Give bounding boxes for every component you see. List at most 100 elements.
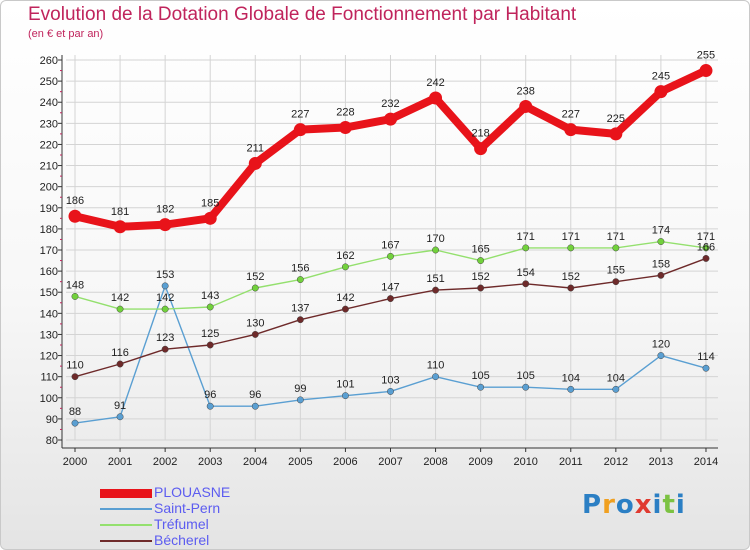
data-label: 130 xyxy=(246,317,264,329)
data-point xyxy=(387,387,394,395)
data-point xyxy=(612,385,620,393)
data-label: 152 xyxy=(471,271,489,283)
x-tick-label: 2012 xyxy=(604,456,628,468)
data-label: 228 xyxy=(336,107,354,119)
data-label: 171 xyxy=(517,231,535,243)
data-point xyxy=(341,305,349,313)
data-label: 96 xyxy=(204,389,216,401)
data-point xyxy=(338,121,352,135)
data-label: 255 xyxy=(697,50,715,62)
data-point xyxy=(341,392,349,400)
data-point xyxy=(702,364,710,372)
proxiti-logo: Proxiti xyxy=(582,490,686,520)
data-point xyxy=(522,244,530,252)
data-label: 152 xyxy=(246,271,264,283)
x-tick-label: 2004 xyxy=(243,456,267,468)
data-label: 165 xyxy=(471,244,489,256)
data-point xyxy=(654,85,668,99)
y-tick-label: 90 xyxy=(46,414,58,426)
data-labels: 88 91 153 96 96 99 101 103 110 105 105 104 104 120 114… xyxy=(66,50,715,419)
y-tick-label: 150 xyxy=(40,287,58,299)
data-point xyxy=(116,413,124,421)
data-point xyxy=(113,220,127,234)
y-tick-label: 240 xyxy=(40,97,58,109)
data-point xyxy=(387,252,394,260)
data-point xyxy=(432,246,440,254)
data-label: 181 xyxy=(111,206,129,218)
data-label: 232 xyxy=(381,98,399,110)
data-label: 137 xyxy=(291,303,309,315)
data-point xyxy=(161,305,169,313)
data-label: 110 xyxy=(66,360,84,372)
data-point xyxy=(432,373,440,381)
data-point xyxy=(158,218,172,232)
data-point xyxy=(387,295,394,303)
data-label: 238 xyxy=(517,85,535,97)
data-label: 143 xyxy=(201,290,219,302)
x-tick-label: 2011 xyxy=(559,456,583,468)
logo-letter: x xyxy=(634,490,653,520)
data-label: 227 xyxy=(562,109,580,121)
data-label: 104 xyxy=(607,372,625,384)
legend-swatch xyxy=(100,540,152,542)
data-label: 96 xyxy=(249,389,261,401)
y-tick-label: 80 xyxy=(46,435,58,447)
data-point xyxy=(71,419,79,427)
data-point xyxy=(657,352,665,360)
x-tick-label: 2008 xyxy=(423,456,447,468)
data-label: 162 xyxy=(336,250,354,262)
legend-swatch xyxy=(100,488,152,498)
data-label: 242 xyxy=(426,77,444,89)
data-label: 174 xyxy=(652,225,670,237)
chart-title: Evolution de la Dotation Globale de Fonc… xyxy=(28,4,577,25)
x-tick-label: 2009 xyxy=(468,456,492,468)
y-tick-label: 190 xyxy=(40,203,58,215)
legend-label: Bécherel xyxy=(154,532,210,548)
data-label: 156 xyxy=(291,263,309,275)
data-label: 142 xyxy=(111,292,129,304)
series xyxy=(68,64,713,427)
y-tick-label: 220 xyxy=(40,139,58,151)
data-point xyxy=(612,278,620,286)
logo-letter: t xyxy=(662,490,676,520)
data-label: 227 xyxy=(291,109,309,121)
legend-item: Saint-Pern xyxy=(100,500,340,518)
data-point xyxy=(429,91,443,105)
data-label: 171 xyxy=(607,231,625,243)
x-tick-label: 2006 xyxy=(333,456,357,468)
data-point xyxy=(522,280,530,288)
data-point xyxy=(293,123,307,137)
y-tick-label: 250 xyxy=(40,76,58,88)
data-point xyxy=(474,142,488,156)
data-point xyxy=(477,383,485,391)
data-point xyxy=(248,156,262,170)
data-label: 142 xyxy=(156,292,174,304)
logo-letter: i xyxy=(675,490,686,520)
data-point xyxy=(296,396,304,404)
data-point xyxy=(699,64,713,78)
logo-letter: P xyxy=(582,490,603,520)
data-point xyxy=(251,402,259,410)
x-tick-label: 2001 xyxy=(108,456,132,468)
data-point xyxy=(116,360,124,368)
data-point xyxy=(161,282,169,290)
x-tick-label: 2010 xyxy=(513,456,537,468)
data-label: 151 xyxy=(426,273,444,285)
y-tick-label: 260 xyxy=(40,55,58,67)
y-tick-label: 210 xyxy=(40,161,58,173)
data-label: 104 xyxy=(562,372,580,384)
y-tick-label: 200 xyxy=(40,182,58,194)
data-point xyxy=(296,316,304,324)
data-label: 171 xyxy=(697,231,715,243)
data-label: 103 xyxy=(381,374,399,386)
legend-label: Tréfumel xyxy=(154,516,209,532)
data-point xyxy=(702,244,710,252)
data-label: 116 xyxy=(111,347,129,359)
data-label: 218 xyxy=(471,128,489,140)
legend-label: PLOUASNE xyxy=(154,484,231,500)
x-tick-label: 2002 xyxy=(153,456,177,468)
data-label: 123 xyxy=(156,332,174,344)
data-label: 110 xyxy=(427,360,445,372)
data-label: 91 xyxy=(114,400,126,412)
data-point xyxy=(383,112,397,126)
